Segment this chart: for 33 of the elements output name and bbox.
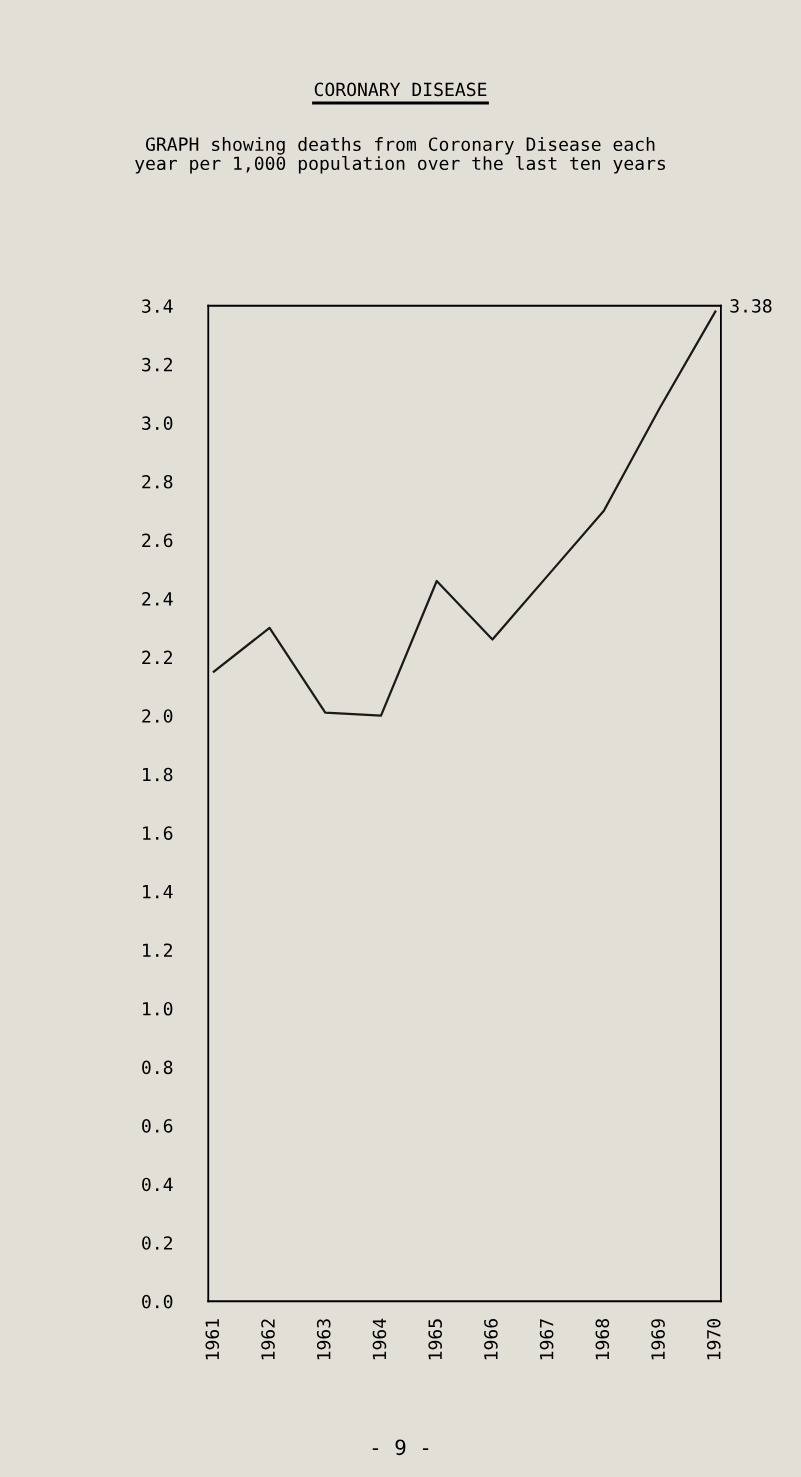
y-tick-label: 2.0	[142, 709, 173, 723]
y-tick-label: 1.8	[143, 767, 173, 782]
y-tick-label: 0.8	[142, 1060, 173, 1075]
chart-subtitle: GRAPH showing deaths from Coronary Disease each year per 1,000 population over the last ten years	[135, 137, 666, 174]
y-tick-label: 3.0	[142, 416, 173, 431]
y-tick-label: 0.2	[142, 1236, 172, 1250]
y-tick-label: 0.0	[142, 1294, 173, 1309]
annotation: 3.38	[730, 299, 772, 313]
y-tick-label: 2.6	[142, 533, 173, 548]
y-tick-label: 1.6	[143, 826, 173, 840]
x-tick-label: 1968	[595, 1319, 610, 1360]
x-tick-label: 1969	[651, 1319, 665, 1360]
y-tick-label: 1.4	[143, 885, 173, 899]
y-tick-label: 3.4	[142, 299, 173, 313]
x-tick-label: 1961	[205, 1319, 220, 1360]
chart-title: CORONARY DISEASE	[314, 82, 487, 97]
y-tick-label: 0.6	[142, 1119, 173, 1133]
x-tick-label: 1967	[539, 1319, 554, 1360]
y-tick-label: 1.2	[143, 943, 172, 957]
y-tick-label: 1.0	[143, 1001, 173, 1016]
x-tick-label: 1964	[372, 1318, 387, 1360]
x-tick-label: 1962	[261, 1319, 275, 1360]
y-tick-label: 2.8	[142, 474, 173, 489]
x-tick-label: 1965	[428, 1319, 443, 1360]
y-tick-label: 2.4	[142, 592, 173, 606]
y-tick-label: 0.4	[142, 1177, 173, 1192]
x-tick-label: 1970	[706, 1319, 721, 1360]
text: - 9 -	[372, 1439, 429, 1456]
x-tick-label: 1963	[316, 1319, 331, 1360]
line-series	[212, 310, 717, 717]
x-tick-label: 1966	[484, 1319, 498, 1360]
y-tick-label: 3.2	[142, 357, 172, 372]
y-tick-label: 2.2	[142, 650, 172, 664]
